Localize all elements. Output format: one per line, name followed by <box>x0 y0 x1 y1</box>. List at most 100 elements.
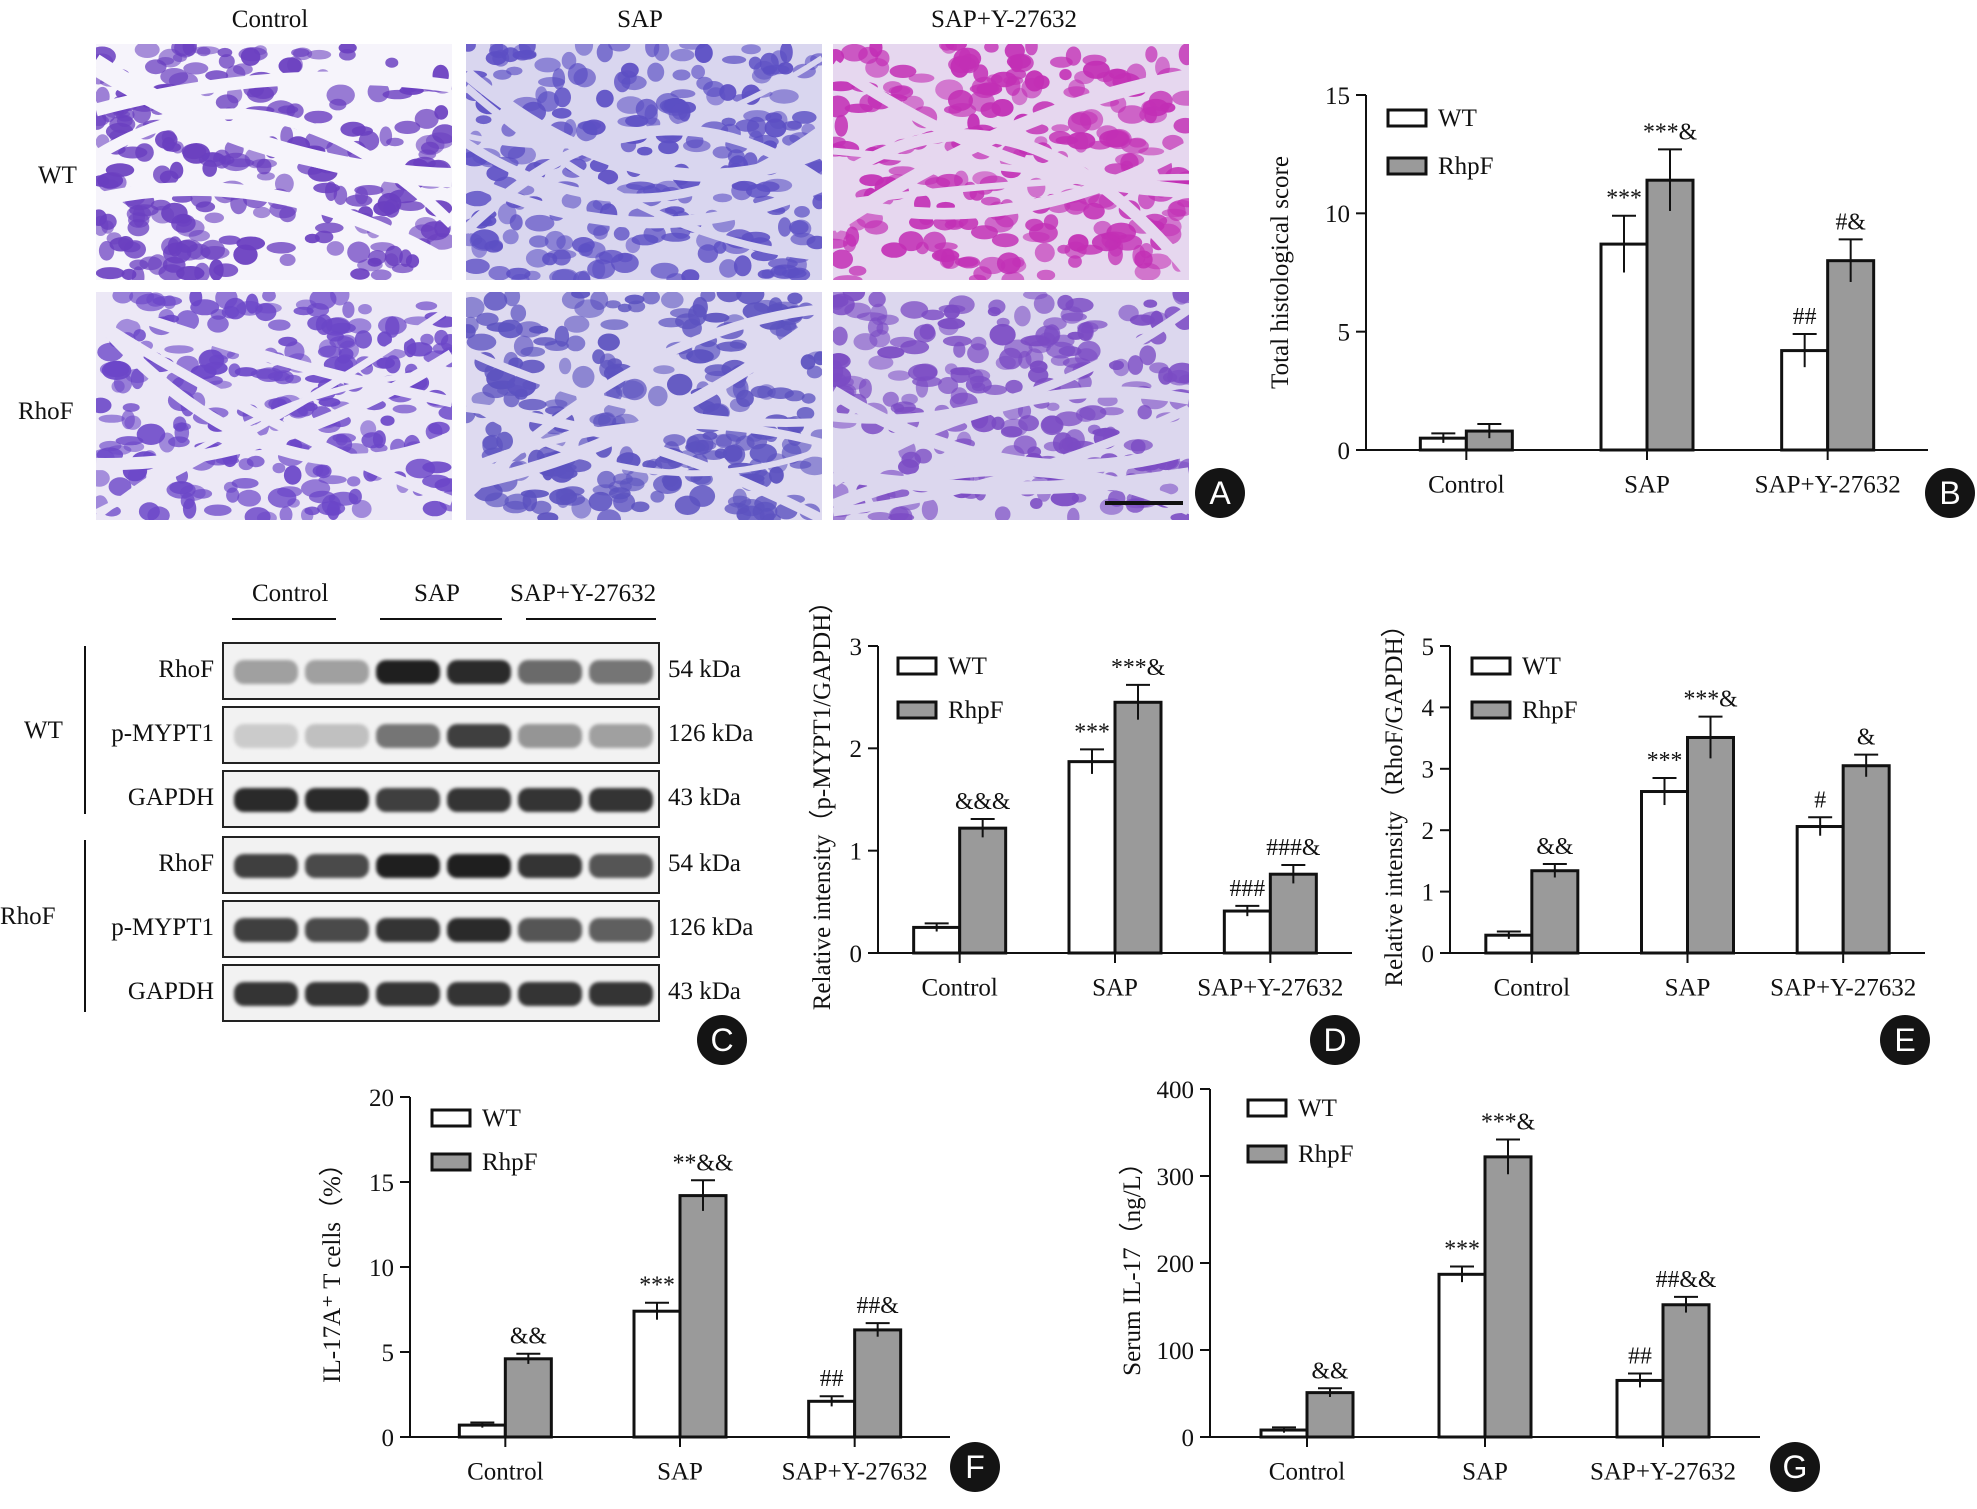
blot-band <box>589 982 653 1006</box>
blot-band-row <box>222 770 660 828</box>
bar <box>1826 259 1876 452</box>
significance-label: ###& <box>1266 835 1321 861</box>
significance-label: ##&& <box>1656 1267 1717 1293</box>
significance-label: && <box>1536 834 1573 860</box>
histology-image <box>96 292 452 520</box>
significance-label: & <box>1857 725 1876 751</box>
x-tick-label: SAP <box>1665 975 1711 1002</box>
y-tick-label: 15 <box>369 1170 394 1197</box>
panel-letter-b: B <box>1925 468 1975 518</box>
legend-swatch <box>896 656 938 676</box>
y-tick-label: 200 <box>1157 1251 1195 1278</box>
significance-label: ***& <box>1111 655 1166 681</box>
legend-label: WT <box>948 653 987 680</box>
histology-image <box>466 44 822 280</box>
histology-row-title: RhoF <box>18 398 74 425</box>
blot-band <box>234 660 298 684</box>
significance-label: ##& <box>857 1293 900 1319</box>
significance-label: *** <box>1606 186 1642 212</box>
chart-e: 0 1 2 3 4 5 Relative intensity（RhoF/GAPDH） Cont… <box>1380 612 1925 1002</box>
bar <box>1599 242 1649 452</box>
bar <box>1113 700 1163 955</box>
blot-band <box>234 982 298 1006</box>
blot-band-kda: 43 kDa <box>668 978 741 1005</box>
histology-row-title: WT <box>38 162 77 189</box>
y-tick-label: 5 <box>1422 634 1435 661</box>
bar <box>1615 1378 1665 1439</box>
blot-band <box>589 724 653 748</box>
bar <box>1483 1155 1533 1439</box>
x-tick-label: SAP+Y-27632 <box>1590 1459 1736 1486</box>
y-tick-label: 0 <box>1422 941 1435 968</box>
significance-label: **&& <box>673 1150 734 1176</box>
blot-band <box>305 724 369 748</box>
y-axis-label: Relative intensity（RhoF/GAPDH） <box>1380 612 1408 986</box>
histology-col-title: Control <box>231 6 309 33</box>
blot-band <box>376 724 440 748</box>
blot-band <box>447 854 511 878</box>
x-tick-label: SAP <box>1624 472 1670 499</box>
blot-band <box>305 982 369 1006</box>
blot-group-label: SAP <box>414 580 460 607</box>
bar <box>1305 1391 1355 1439</box>
blot-band <box>376 660 440 684</box>
blot-band <box>376 918 440 942</box>
blot-band-kda: 54 kDa <box>668 656 741 683</box>
legend-label: RhpF <box>1438 153 1494 180</box>
bar <box>1686 735 1735 955</box>
y-tick-label: 10 <box>369 1255 394 1282</box>
panel-letter-f: F <box>950 1442 1000 1492</box>
chart-d: 0 1 2 3 Relative intensity（p-MYPT1/GAPDH） Con… <box>808 589 1352 1010</box>
blot-band <box>376 788 440 812</box>
y-tick-label: 5 <box>382 1340 395 1367</box>
blot-band-label: p-MYPT1 <box>111 720 214 747</box>
blot-band <box>305 854 369 878</box>
blot-band-label: GAPDH <box>127 978 214 1005</box>
y-tick-label: 5 <box>1338 319 1351 346</box>
blot-band <box>234 724 298 748</box>
histology-col-title: SAP+Y-27632 <box>930 6 1078 33</box>
legend-label: RhpF <box>482 1149 538 1176</box>
blot-band <box>447 788 511 812</box>
bar <box>1645 178 1695 452</box>
y-tick-label: 15 <box>1325 83 1350 110</box>
y-tick-label: 300 <box>1157 1164 1195 1191</box>
y-tick-label: 2 <box>1422 818 1435 845</box>
histology-image <box>833 44 1189 280</box>
legend-swatch <box>430 1152 472 1172</box>
y-axis-label: Total histological score <box>1267 156 1294 389</box>
y-tick-label: 0 <box>850 941 863 968</box>
blot-group-label: Control <box>252 580 329 607</box>
legend-label: RhpF <box>948 697 1004 724</box>
blot-band-row <box>222 900 660 958</box>
x-tick-label: SAP <box>1092 975 1138 1002</box>
chart-b: 0 5 10 15 Total histological score Control SAP… <box>1267 83 1928 499</box>
legend-swatch <box>1470 700 1512 720</box>
bar <box>912 925 962 955</box>
y-axis-label: Serum IL-17（ng/L） <box>1118 1150 1146 1376</box>
blot-band <box>518 982 582 1006</box>
x-tick-label: Control <box>921 975 997 1002</box>
y-tick-label: 10 <box>1325 201 1350 228</box>
x-tick-label: SAP+Y-27632 <box>1770 975 1916 1002</box>
bar <box>1795 825 1845 955</box>
significance-label: ***& <box>1481 1109 1536 1135</box>
blot-band-kda: 126 kDa <box>668 914 754 941</box>
y-tick-label: 20 <box>369 1085 394 1112</box>
y-tick-label: 400 <box>1157 1077 1195 1104</box>
blot-band-label: RhoF <box>158 850 214 877</box>
y-tick-label: 3 <box>1422 757 1435 784</box>
blot-group-label: SAP+Y-27632 <box>510 580 657 607</box>
histology-image <box>833 292 1189 520</box>
blot-band <box>518 918 582 942</box>
blot-band-label: GAPDH <box>127 784 214 811</box>
bar <box>1640 790 1689 955</box>
legend-swatch <box>896 700 938 720</box>
legend-swatch <box>1386 156 1428 176</box>
significance-label: &&& <box>955 789 1011 815</box>
blot-band-row <box>222 964 660 1022</box>
bar <box>1661 1303 1711 1439</box>
panel-letter-g: G <box>1770 1442 1820 1492</box>
blot-band <box>589 788 653 812</box>
bar <box>1268 872 1318 955</box>
